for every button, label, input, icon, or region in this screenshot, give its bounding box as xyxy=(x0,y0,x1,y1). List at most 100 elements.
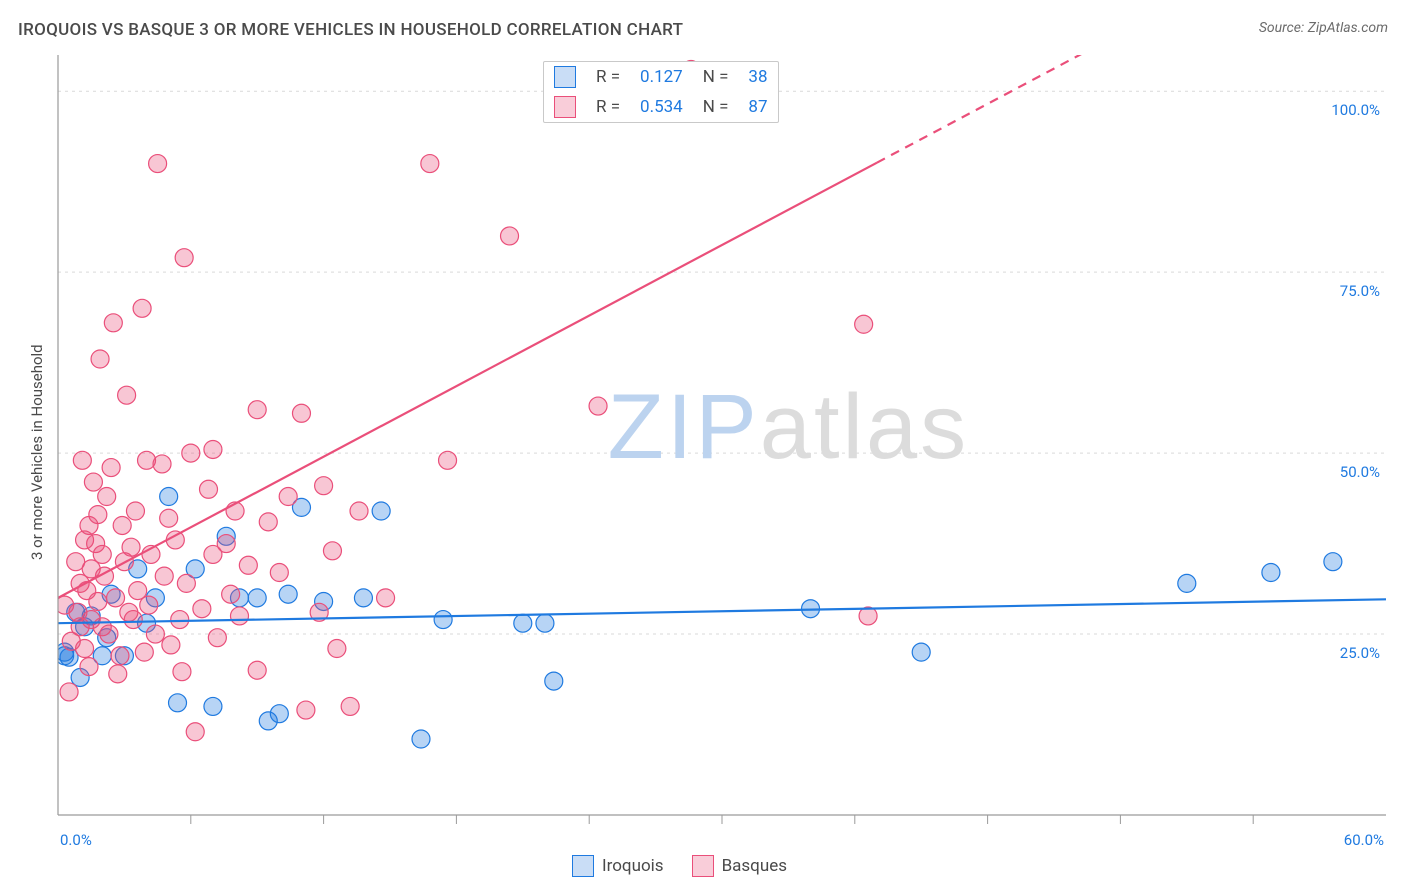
data-point xyxy=(589,397,607,415)
data-point xyxy=(149,155,167,173)
legend-item: Basques xyxy=(692,855,787,877)
watermark: ZIPatlas xyxy=(608,376,969,478)
data-point xyxy=(292,404,310,422)
data-point xyxy=(73,451,91,469)
data-point xyxy=(1324,553,1342,571)
x-tick-label: 60.0% xyxy=(1344,831,1384,849)
data-point xyxy=(122,538,140,556)
data-point xyxy=(109,665,127,683)
data-point xyxy=(60,683,78,701)
legend-correlation: R =0.127N =38R =0.534N =87 xyxy=(543,61,779,123)
data-point xyxy=(239,556,257,574)
legend-n-label: N = xyxy=(693,92,739,122)
data-point xyxy=(328,640,346,658)
data-point xyxy=(545,672,563,690)
data-point xyxy=(100,625,118,643)
data-point xyxy=(124,611,142,629)
data-point xyxy=(133,299,151,317)
data-point xyxy=(315,477,333,495)
data-point xyxy=(173,663,191,681)
legend-swatch xyxy=(554,66,576,88)
y-tick-label: 75.0% xyxy=(1340,282,1380,300)
legend-label: Iroquois xyxy=(602,856,664,876)
data-point xyxy=(377,589,395,607)
data-point xyxy=(177,574,195,592)
legend-n-value: 87 xyxy=(738,92,777,122)
scatter-chart: 25.0% 50.0% 75.0% 100.0% ZIPatlas 0.0% 60.0% xyxy=(0,0,1406,892)
data-point xyxy=(84,473,102,491)
legend-r-value: 0.127 xyxy=(630,62,693,92)
data-point xyxy=(204,697,222,715)
data-point xyxy=(186,723,204,741)
data-point xyxy=(171,611,189,629)
data-point xyxy=(434,611,452,629)
y-tick-label: 25.0% xyxy=(1340,644,1380,662)
legend-item: Iroquois xyxy=(572,855,664,877)
data-point xyxy=(514,614,532,632)
trend-line-dashed xyxy=(877,33,1120,162)
data-point xyxy=(118,386,136,404)
data-point xyxy=(169,694,187,712)
y-tick-label: 100.0% xyxy=(1331,101,1380,119)
legend-r-label: R = xyxy=(586,62,630,92)
data-point xyxy=(536,614,554,632)
data-point xyxy=(182,444,200,462)
data-point xyxy=(76,640,94,658)
data-point xyxy=(80,658,98,676)
data-point xyxy=(155,567,173,585)
data-point xyxy=(1178,574,1196,592)
data-point xyxy=(111,647,129,665)
data-point xyxy=(248,589,266,607)
x-tick-label: 0.0% xyxy=(60,831,92,849)
data-point xyxy=(160,488,178,506)
legend-n-value: 38 xyxy=(738,62,777,92)
data-point xyxy=(89,592,107,610)
data-point xyxy=(126,502,144,520)
data-point xyxy=(98,488,116,506)
data-point xyxy=(193,600,211,618)
legend-row: R =0.534N =87 xyxy=(544,92,778,122)
data-point xyxy=(1262,564,1280,582)
data-point xyxy=(270,564,288,582)
legend-swatch xyxy=(572,855,594,877)
data-point xyxy=(323,542,341,560)
data-point xyxy=(259,513,277,531)
legend-label: Basques xyxy=(722,856,787,876)
data-point xyxy=(412,730,430,748)
data-point xyxy=(341,697,359,715)
data-point xyxy=(208,629,226,647)
data-point xyxy=(350,502,368,520)
chart-container: IROQUOIS VS BASQUE 3 OR MORE VEHICLES IN… xyxy=(0,0,1406,892)
data-point xyxy=(153,455,171,473)
data-point xyxy=(146,625,164,643)
data-point xyxy=(102,459,120,477)
data-point xyxy=(297,701,315,719)
data-point xyxy=(135,643,153,661)
data-point xyxy=(279,585,297,603)
data-point xyxy=(230,607,248,625)
data-point xyxy=(855,315,873,333)
data-point xyxy=(372,502,390,520)
data-point xyxy=(270,705,288,723)
data-point xyxy=(439,451,457,469)
data-point xyxy=(93,545,111,563)
data-point xyxy=(248,401,266,419)
data-point xyxy=(200,480,218,498)
legend-swatch xyxy=(554,96,576,118)
data-point xyxy=(140,596,158,614)
data-point xyxy=(248,661,266,679)
legend-n-label: N = xyxy=(693,62,739,92)
legend-series: Iroquois Basques xyxy=(572,855,787,877)
data-point xyxy=(160,509,178,527)
y-tick-label: 50.0% xyxy=(1340,463,1380,481)
legend-r-label: R = xyxy=(586,92,630,122)
data-point xyxy=(113,516,131,534)
data-point xyxy=(912,643,930,661)
data-point xyxy=(162,636,180,654)
data-point xyxy=(104,314,122,332)
data-point xyxy=(501,227,519,245)
data-point xyxy=(107,589,125,607)
legend-r-value: 0.534 xyxy=(630,92,693,122)
legend-row: R =0.127N =38 xyxy=(544,62,778,92)
data-point xyxy=(175,249,193,267)
